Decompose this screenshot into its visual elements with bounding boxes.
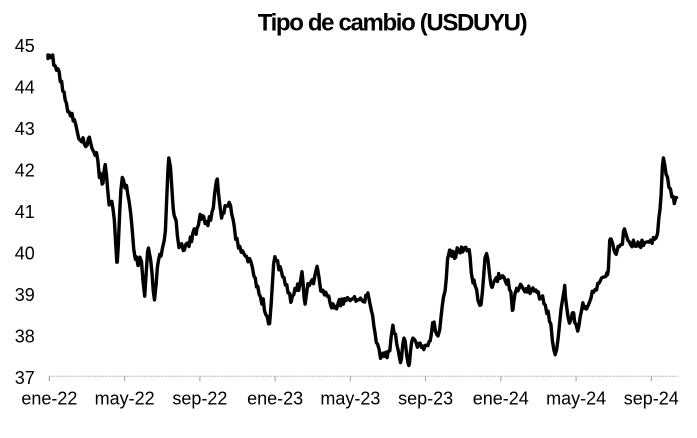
svg-text:40: 40 <box>15 244 35 264</box>
svg-text:sep-24: sep-24 <box>624 388 679 408</box>
svg-text:38: 38 <box>15 327 35 347</box>
svg-text:39: 39 <box>15 285 35 305</box>
svg-text:45: 45 <box>15 36 35 56</box>
svg-text:may-22: may-22 <box>95 388 155 408</box>
svg-text:may-24: may-24 <box>546 388 606 408</box>
svg-text:44: 44 <box>15 77 35 97</box>
svg-text:sep-22: sep-22 <box>172 388 227 408</box>
svg-text:may-23: may-23 <box>320 388 380 408</box>
svg-text:ene-23: ene-23 <box>247 388 303 408</box>
svg-text:Tipo de cambio (USDUYU): Tipo de cambio (USDUYU) <box>258 9 527 36</box>
svg-text:42: 42 <box>15 160 35 180</box>
svg-text:41: 41 <box>15 202 35 222</box>
svg-text:37: 37 <box>15 368 35 388</box>
svg-text:ene-24: ene-24 <box>473 388 529 408</box>
svg-text:ene-22: ene-22 <box>21 388 77 408</box>
svg-text:sep-23: sep-23 <box>398 388 453 408</box>
svg-text:43: 43 <box>15 119 35 139</box>
